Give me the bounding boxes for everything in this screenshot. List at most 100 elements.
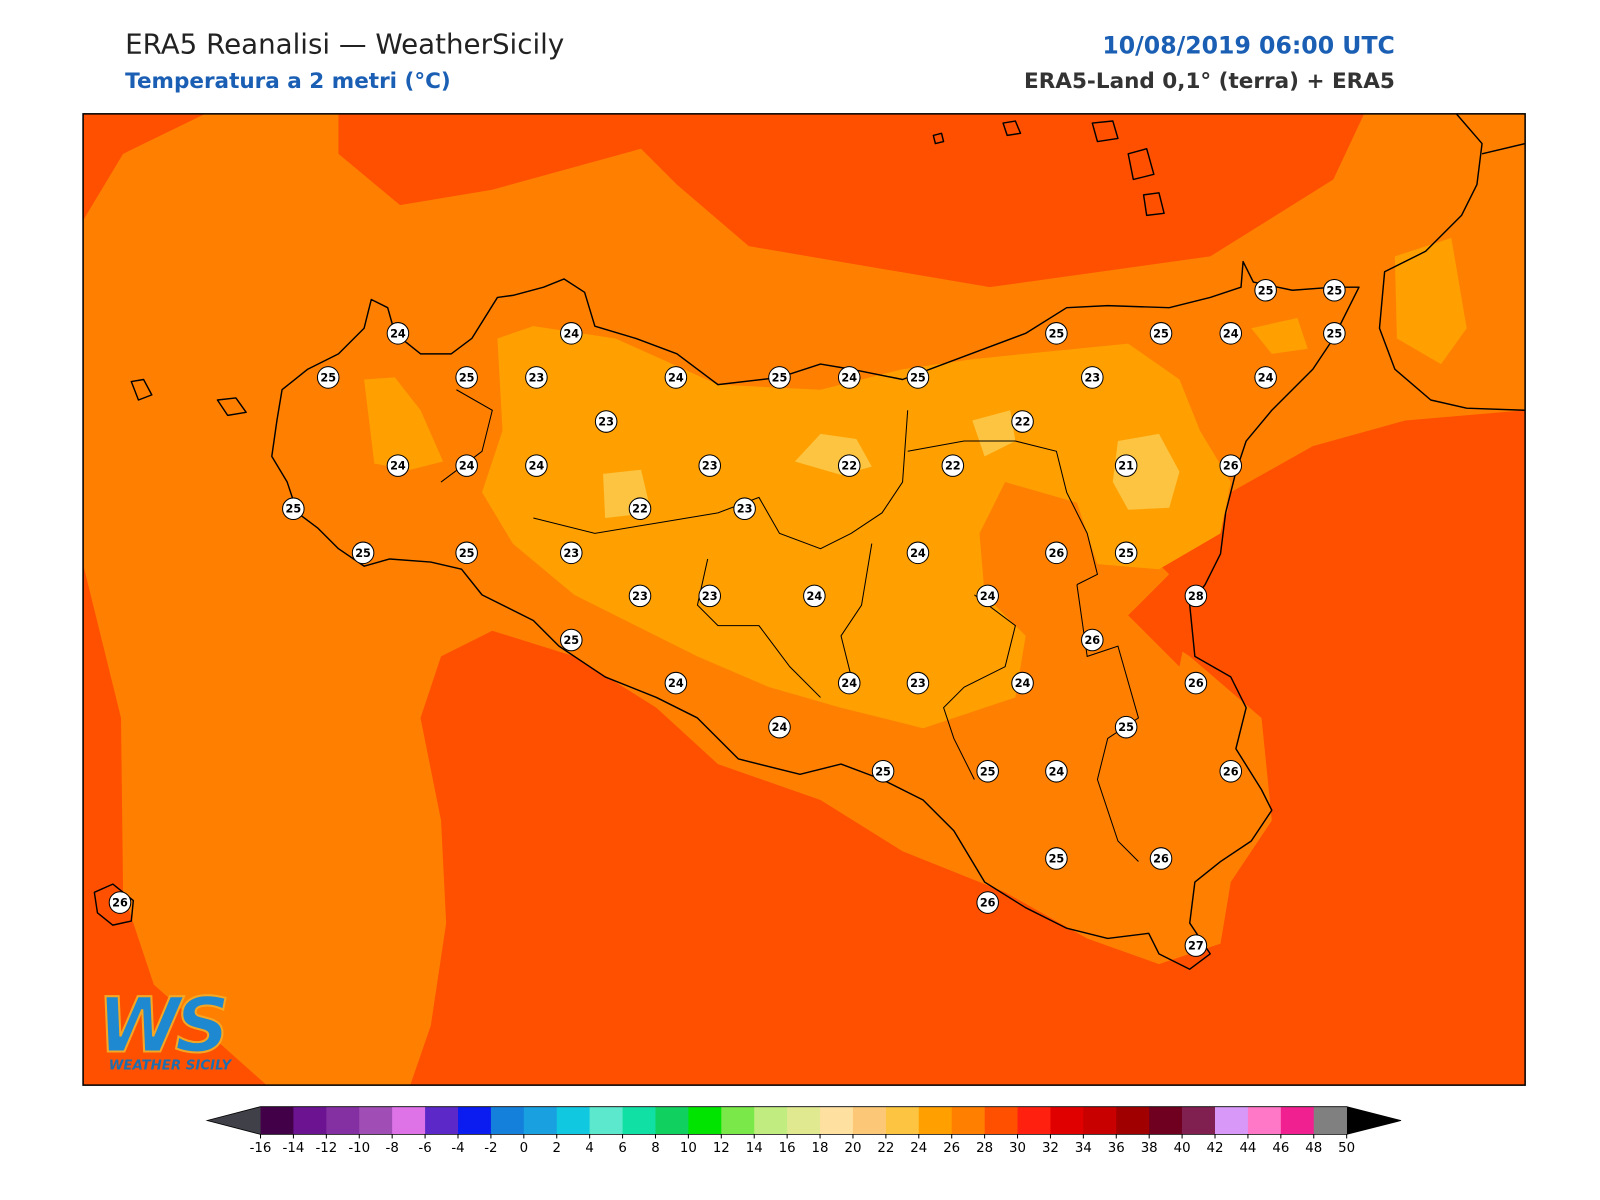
station-marker: [1254, 366, 1277, 389]
colorbar-tick-label: -4: [451, 1141, 464, 1156]
colorbar-segment: [852, 1106, 887, 1135]
station: 23: [698, 454, 722, 477]
source: ERA5-Land 0,1° (terra) + ERA5: [1024, 69, 1395, 94]
station: 28: [1184, 584, 1208, 608]
station-marker: [108, 891, 132, 914]
station-marker: [664, 366, 688, 389]
station-value: 25: [1118, 721, 1134, 734]
station: 24: [525, 454, 548, 477]
station-value: 22: [945, 460, 961, 473]
colorbar-tick-label: 2: [552, 1141, 560, 1156]
station: 25: [282, 497, 305, 520]
station-marker: [837, 366, 861, 389]
logo-mark: WS: [97, 981, 226, 1069]
colorbar-segment: [688, 1106, 722, 1135]
station-value: 23: [632, 590, 648, 603]
station-marker: [455, 366, 478, 389]
colorbar-segment: [1149, 1106, 1183, 1135]
station-value: 26: [1188, 677, 1204, 690]
station-marker: [1011, 410, 1034, 433]
station-value: 25: [1327, 284, 1343, 297]
colorbar-segment: [885, 1106, 920, 1135]
colorbar-segment: [1215, 1106, 1249, 1135]
station: 26: [1045, 541, 1068, 565]
colorbar-tick-label: 4: [585, 1141, 593, 1156]
station: 27: [1184, 934, 1208, 957]
station-marker: [1045, 322, 1068, 345]
station-value: 25: [1049, 852, 1065, 865]
station-value: 24: [529, 460, 545, 473]
province-borders: [440, 389, 1140, 862]
colorbar-segment: [589, 1106, 623, 1135]
colorbar-tick-label: 22: [877, 1141, 894, 1156]
station: 24: [386, 454, 410, 477]
station: 22: [837, 454, 861, 477]
station: 22: [628, 497, 652, 520]
colorbar: -16 -14 -12 -10 -8 -6 -4 -2 0 2 4 6 8 10 12 14 16 18 20 22 2…: [205, 1106, 1402, 1156]
station-value: 26: [1223, 765, 1239, 778]
station-marker: [560, 628, 583, 652]
station-value: 24: [841, 371, 857, 384]
ustica: [932, 132, 945, 145]
colorbar-tick-label: 32: [1042, 1141, 1059, 1156]
station-value: 26: [980, 897, 996, 910]
title: ERA5 Reanalisi — WeatherSicily: [125, 27, 564, 60]
station-value: 25: [1118, 547, 1134, 560]
station: 25: [768, 366, 791, 389]
station-value: 25: [355, 547, 371, 560]
colorbar-segment: [655, 1106, 689, 1135]
colorbar-tick-label: 14: [746, 1141, 763, 1156]
station: 25: [1149, 322, 1173, 345]
station-marker: [1219, 322, 1243, 345]
colorbar-tick-label: 12: [713, 1141, 730, 1156]
station: 25: [1045, 847, 1068, 870]
station: 26: [1219, 760, 1243, 783]
colorbar-segment: [721, 1106, 755, 1135]
station-value: 24: [390, 327, 406, 340]
colorbar-segment: [1182, 1106, 1216, 1135]
station-marker: [1011, 671, 1034, 695]
station-value: 24: [563, 327, 579, 340]
station-marker: [906, 671, 930, 695]
station: 24: [664, 366, 688, 389]
station-marker: [768, 366, 791, 389]
station: 25: [1114, 541, 1138, 565]
colorbar-tick-label: -12: [315, 1141, 337, 1156]
station-marker: [1114, 541, 1138, 565]
station-value: 21: [1118, 460, 1134, 473]
station: 25: [455, 541, 478, 565]
pantelleria: [93, 883, 135, 926]
station: 23: [906, 671, 930, 695]
colorbar-tick-label: 48: [1305, 1141, 1322, 1156]
station-marker: [906, 541, 930, 565]
station: 25: [1323, 322, 1346, 345]
station-value: 25: [1327, 327, 1343, 340]
subtitle: Temperatura a 2 metri (°C): [125, 69, 451, 94]
station-value: 24: [910, 547, 926, 560]
station-marker: [628, 584, 652, 608]
field-22-24: [482, 326, 1231, 729]
station-marker: [664, 671, 688, 695]
field-22-24: [1251, 317, 1308, 354]
colorbar-tick-label: 36: [1108, 1141, 1125, 1156]
datetime: 10/08/2019 06:00 UTC: [1102, 31, 1394, 59]
station-marker: [976, 584, 999, 608]
station: 26: [1184, 671, 1208, 695]
station-marker: [733, 497, 756, 520]
colorbar-segment: [293, 1106, 327, 1135]
colorbar-tick-label: -14: [283, 1141, 305, 1156]
station: 26: [1081, 628, 1104, 652]
colorbar-segment: [1083, 1106, 1117, 1135]
station: 25: [976, 760, 999, 783]
colorbar-segment: [1247, 1106, 1282, 1135]
station-marker: [351, 541, 375, 565]
colorbar-tick-label: 46: [1272, 1141, 1289, 1156]
colorbar-segment: [425, 1106, 459, 1135]
colorbar-tick-label: 20: [844, 1141, 861, 1156]
colorbar-tick-label: 38: [1141, 1141, 1158, 1156]
colorbar-segment: [490, 1106, 525, 1135]
station-marker: [282, 497, 305, 520]
colorbar-segment: [457, 1106, 492, 1135]
station: 25: [906, 366, 930, 389]
